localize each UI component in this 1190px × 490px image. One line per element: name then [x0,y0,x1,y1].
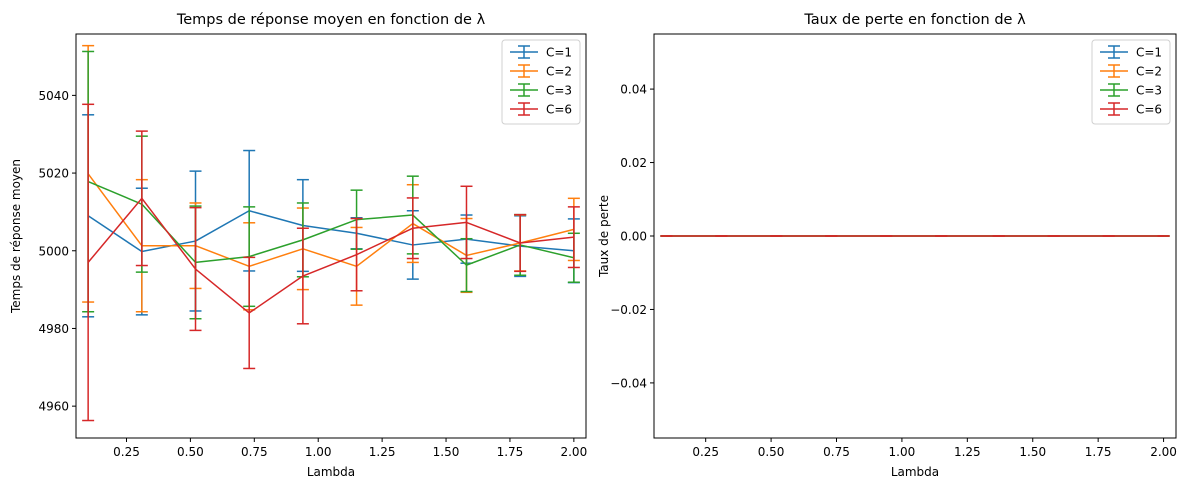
legend-label: C=2 [1136,65,1162,79]
chart-title: Temps de réponse moyen en fonction de λ [176,12,486,28]
x-tick-label: 1.00 [305,445,332,459]
y-tick-label: 5040 [38,89,69,103]
series-C=6 [82,103,580,422]
x-tick-label: 1.75 [1085,445,1112,459]
x-tick-label: 1.50 [433,445,460,459]
y-axis-label: Temps de réponse moyen [9,159,23,314]
x-axis-label: Lambda [307,465,355,479]
x-axis-label: Lambda [891,465,939,479]
series-line [87,173,575,268]
y-tick-label: 5020 [38,167,69,181]
y-tick-label: 4980 [38,322,69,336]
chart-1: Temps de réponse moyen en fonction de λ L… [9,12,587,479]
axes-frame [653,33,1177,439]
legend-label: C=2 [546,65,572,79]
y-tick-label: 0.02 [620,156,647,170]
y-tick-label: −0.04 [610,376,647,390]
x-tick-label: 0.75 [241,445,268,459]
x-tick-label: 2.00 [560,445,587,459]
legend-label: C=6 [546,103,572,117]
x-tick-label: 0.25 [692,445,719,459]
x-tick-label: 0.75 [823,445,850,459]
x-tick-label: 0.25 [113,445,140,459]
axes-frame [75,33,587,439]
y-tick-label: 0.00 [620,230,647,244]
legend-label: C=3 [546,84,572,98]
x-tick-label: 1.25 [954,445,981,459]
legend: C=1 C=2 C=3 C=6 [501,39,581,125]
legend: C=1 C=2 C=3 C=6 [1091,39,1171,125]
legend-label: C=6 [1136,103,1162,117]
chart-2: Taux de perte en fonction de λ Lambda Taux… [597,12,1177,479]
y-tick-label: 0.04 [620,83,647,97]
x-tick-label: 1.00 [889,445,916,459]
legend-label: C=1 [1136,46,1162,60]
y-tick-label: 4960 [38,400,69,414]
x-tick-label: 0.50 [758,445,785,459]
x-tick-label: 1.25 [369,445,396,459]
x-tick-label: 1.75 [497,445,524,459]
chart-title: Taux de perte en fonction de λ [803,12,1026,28]
legend-label: C=1 [546,46,572,60]
x-tick-label: 1.50 [1019,445,1046,459]
y-tick-label: 5000 [38,244,69,258]
x-tick-label: 2.00 [1150,445,1177,459]
legend-label: C=3 [1136,84,1162,98]
plot-area [82,44,580,422]
x-tick-label: 0.50 [177,445,204,459]
y-axis-label: Taux de perte [597,195,611,278]
y-tick-label: −0.02 [610,303,647,317]
series-line [87,197,574,314]
series-C=1 [82,114,580,318]
